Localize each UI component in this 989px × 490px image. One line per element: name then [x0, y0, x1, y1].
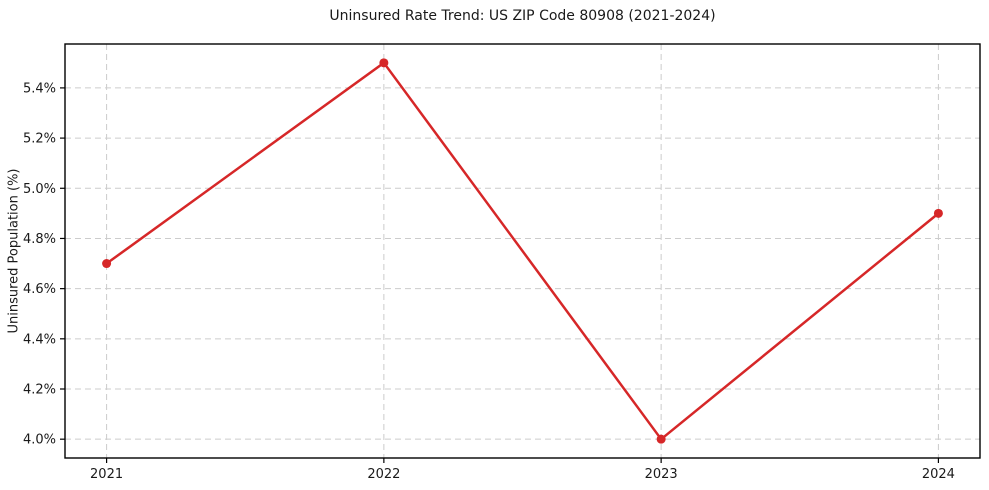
trend-line [105, 61, 940, 441]
chart-title: Uninsured Rate Trend: US ZIP Code 80908 … [329, 8, 716, 24]
x-tick-label: 2021 [90, 467, 123, 482]
y-tick-label: 4.4% [23, 332, 56, 347]
x-tick-label: 2024 [922, 467, 955, 482]
plot-border [64, 43, 981, 459]
data-point-2021 [102, 259, 112, 269]
data-point-2022 [379, 58, 389, 68]
y-tick-label: 5.4% [23, 81, 56, 96]
data-point-2023 [656, 434, 666, 444]
data-point-2024 [933, 208, 943, 218]
x-tick-label: 2022 [367, 467, 400, 482]
y-tick-label: 4.0% [23, 433, 56, 448]
y-tick-label: 5.0% [23, 182, 56, 197]
y-tick-label: 4.2% [23, 383, 56, 398]
y-tick-label: 4.6% [23, 282, 56, 297]
y-tick-label: 5.2% [23, 132, 56, 147]
x-tick-label: 2023 [645, 467, 678, 482]
y-tick-label: 4.8% [23, 232, 56, 247]
